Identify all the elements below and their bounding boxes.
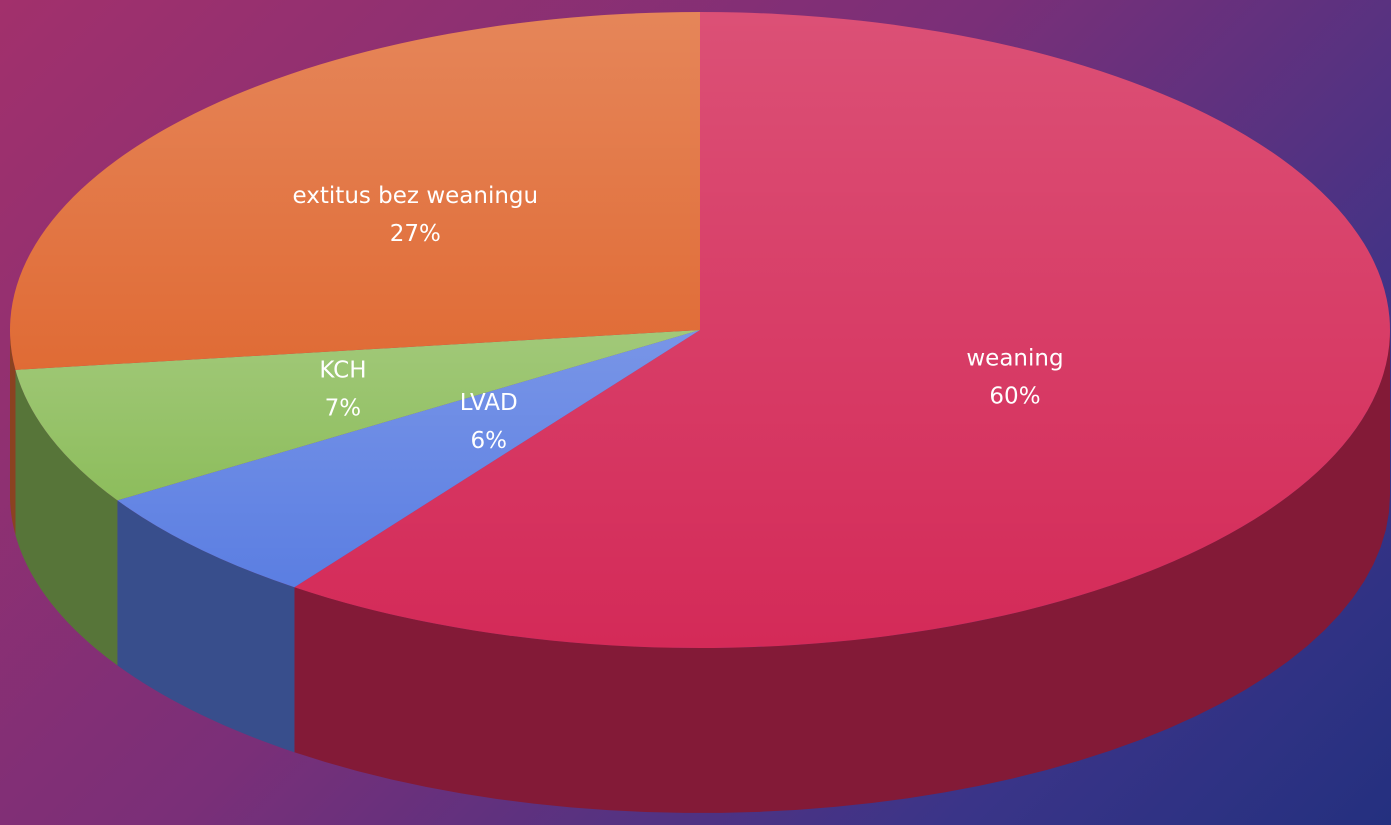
pie-side [117, 500, 295, 753]
slice-value-label: 7% [325, 396, 362, 422]
pie-slice-shine [9, 12, 700, 370]
pie-slice-shine [294, 12, 1391, 649]
pie-slice-shine [117, 330, 700, 588]
slice-label: KCH [319, 358, 366, 384]
pie-slice-shine [15, 330, 700, 501]
slice-value-label: 60% [989, 384, 1040, 410]
slice-value-label: 27% [390, 221, 441, 247]
pie-side [15, 369, 118, 666]
slice-label: weaning [966, 346, 1063, 372]
slice-label: extitus bez weaningu [293, 183, 539, 209]
slice-label: LVAD [460, 390, 518, 416]
pie-side [10, 330, 16, 535]
pie-side [294, 330, 1390, 813]
slice-value-label: 6% [470, 428, 507, 454]
